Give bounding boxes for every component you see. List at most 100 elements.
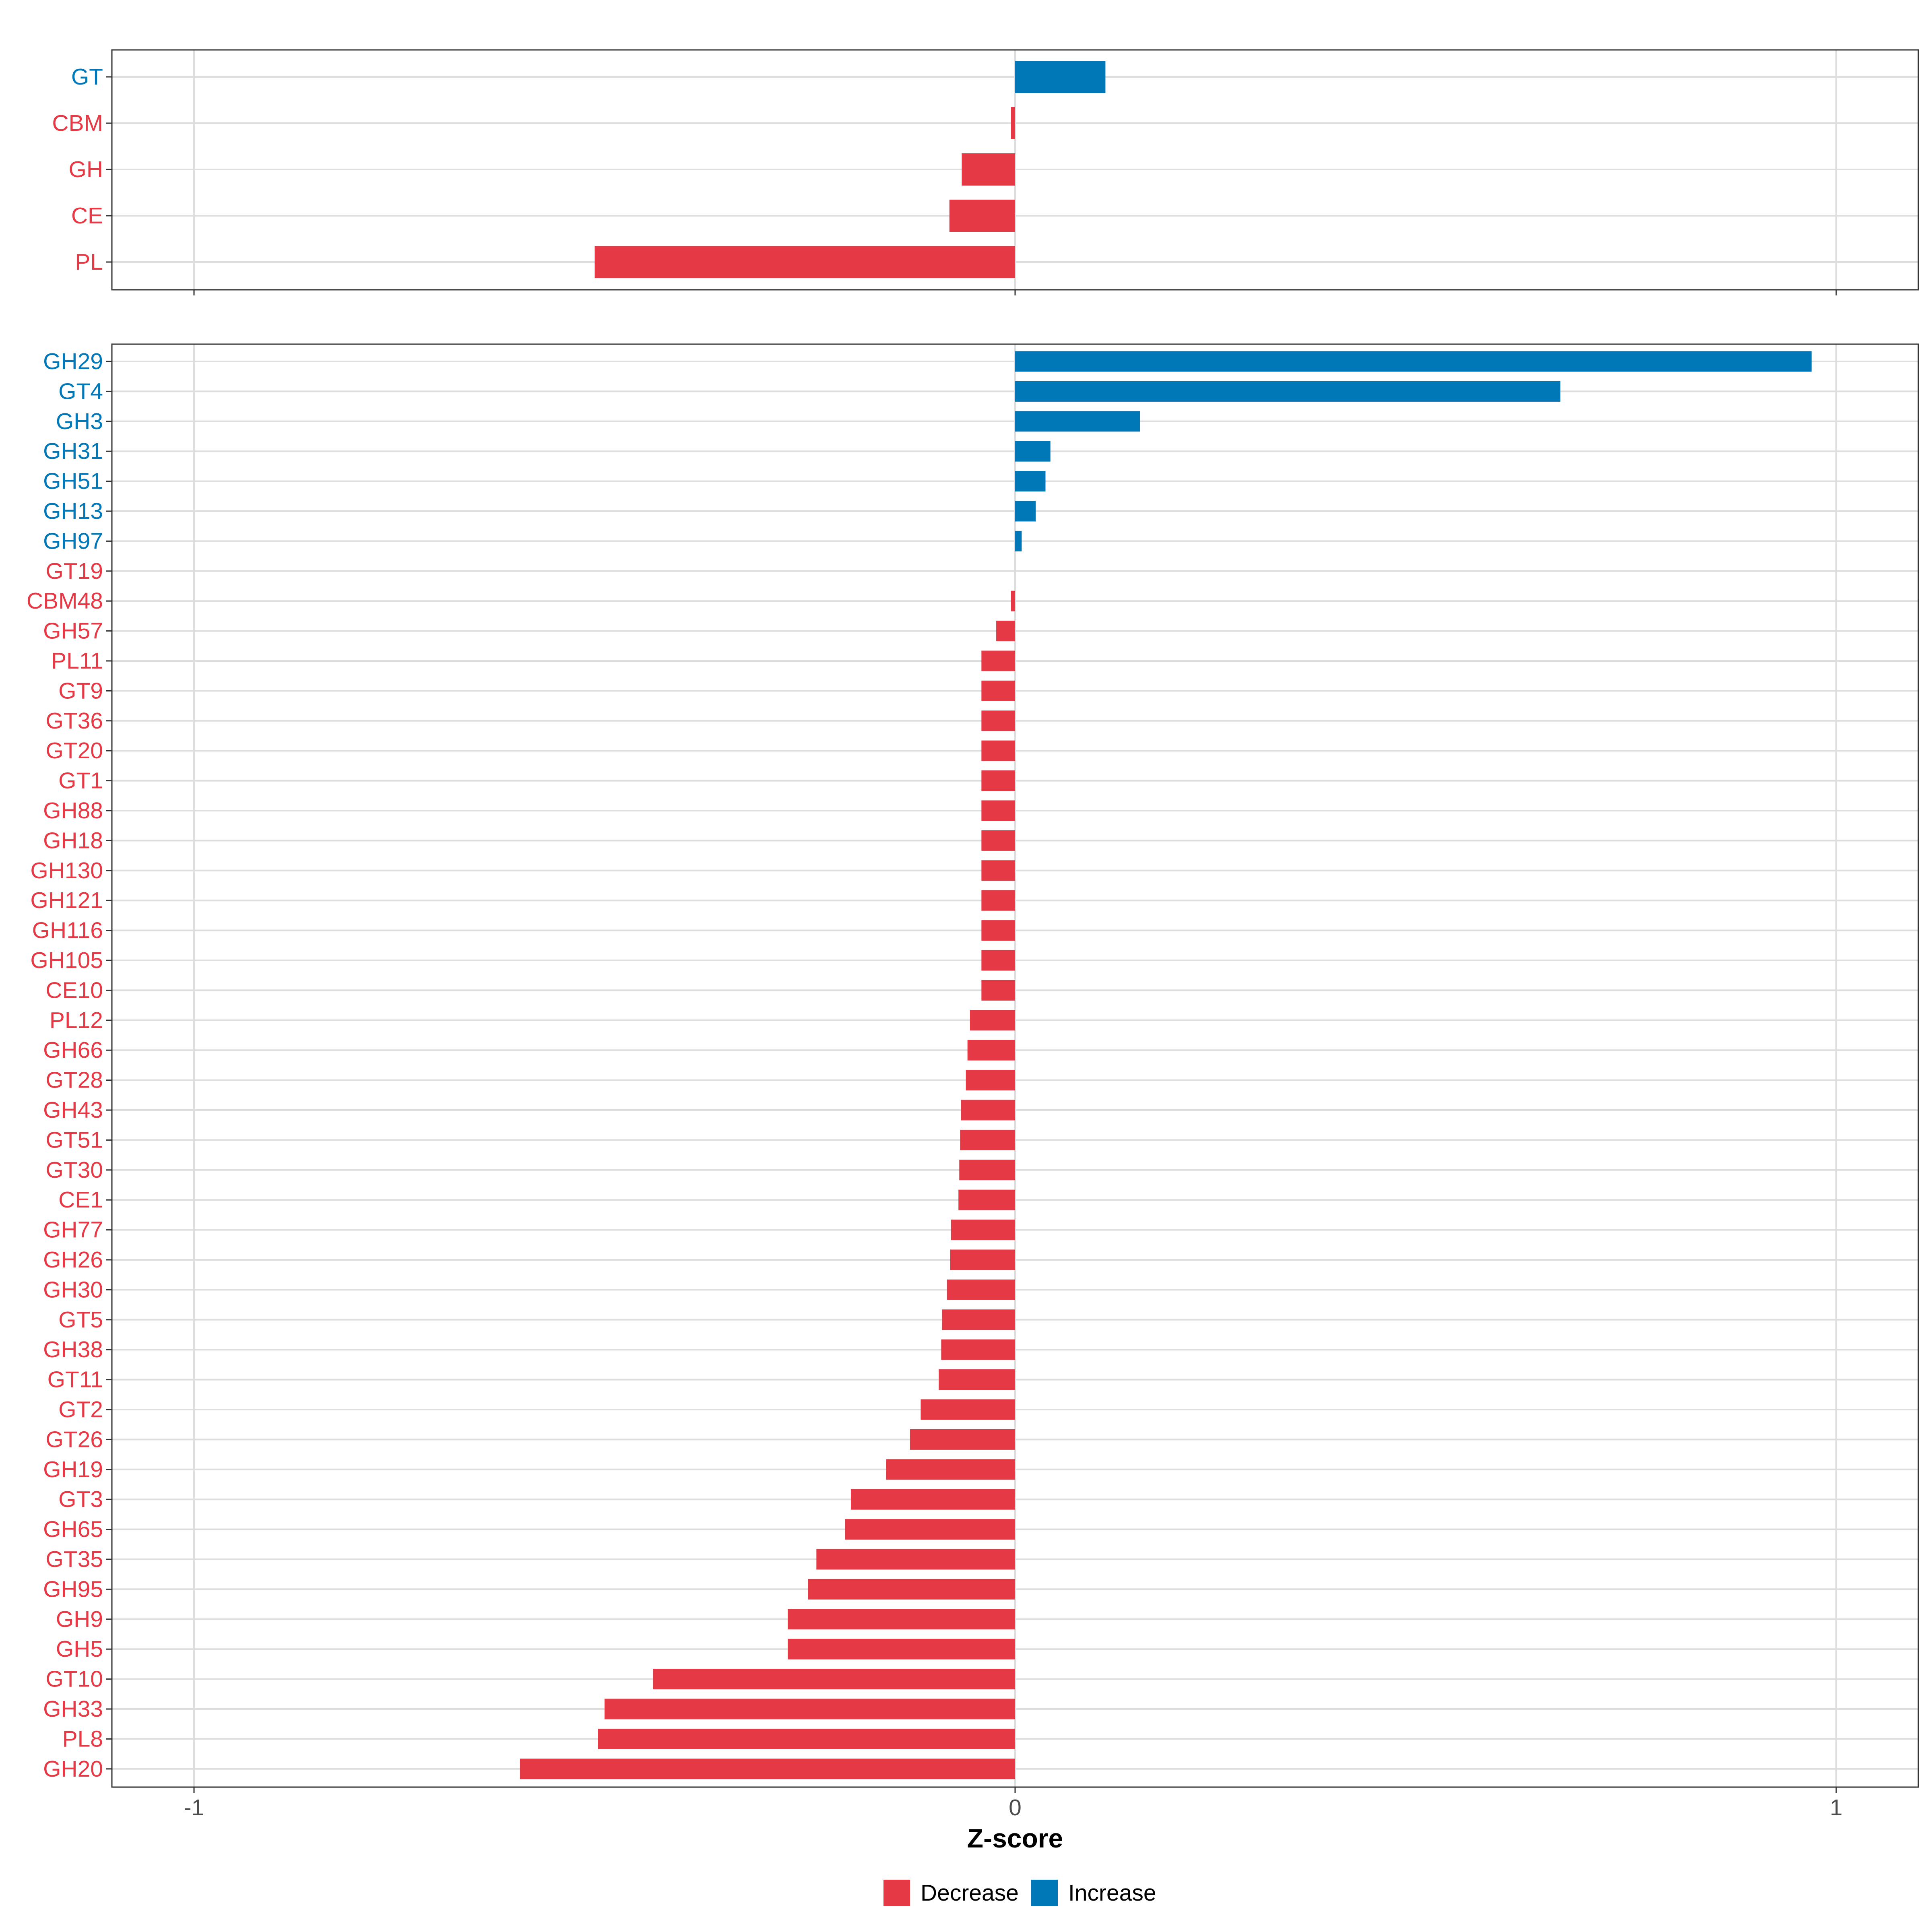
y-tick-label: GT30 — [45, 1157, 103, 1183]
y-tick-label: GH31 — [43, 438, 103, 464]
y-tick-label: GH43 — [43, 1097, 103, 1123]
bar-PL8 — [598, 1728, 1015, 1749]
y-tick-label: GT5 — [58, 1307, 103, 1333]
bar-GH77 — [951, 1220, 1015, 1241]
bar-PL — [594, 246, 1015, 278]
bar-CBM — [1011, 107, 1015, 139]
bar-GH97 — [1015, 530, 1022, 551]
y-tick-label: CBM48 — [27, 588, 103, 614]
bar-GT20 — [981, 740, 1015, 761]
bar-GH33 — [605, 1699, 1015, 1719]
bar-GH65 — [845, 1519, 1015, 1540]
bar-GH43 — [961, 1100, 1015, 1121]
bar-GT30 — [959, 1160, 1015, 1181]
y-tick-label: CE — [71, 203, 103, 229]
y-tick-label: GH20 — [43, 1756, 103, 1782]
y-tick-label: GT1 — [58, 768, 103, 794]
y-tick-label: GT35 — [45, 1546, 103, 1572]
bar-CE — [949, 200, 1015, 232]
y-tick-label: GH57 — [43, 618, 103, 644]
bar-GT11 — [939, 1369, 1015, 1390]
legend-swatch-decrease — [883, 1880, 910, 1906]
y-tick-label: GH29 — [43, 349, 103, 374]
bar-GH3 — [1015, 411, 1140, 432]
x-tick-label: 0 — [1009, 1795, 1022, 1821]
bar-GH57 — [996, 621, 1015, 642]
bar-GT — [1015, 61, 1106, 93]
bar-GH95 — [808, 1579, 1015, 1600]
bar-PL11 — [981, 650, 1015, 671]
y-tick-label: CE10 — [45, 977, 103, 1003]
y-tick-label: GT19 — [45, 558, 103, 584]
bar-GT35 — [816, 1549, 1015, 1570]
y-tick-label: GH18 — [43, 828, 103, 853]
legend-swatch-increase — [1031, 1880, 1058, 1906]
bar-GH9 — [787, 1609, 1015, 1630]
bar-GT26 — [910, 1429, 1015, 1450]
y-tick-label: GH3 — [56, 409, 103, 434]
y-tick-label: GH66 — [43, 1037, 103, 1063]
y-tick-label: CE1 — [58, 1187, 103, 1213]
bar-GT1 — [981, 770, 1015, 791]
y-tick-label: GH130 — [30, 858, 103, 883]
x-tick-label: 1 — [1830, 1795, 1843, 1821]
bar-GH88 — [981, 800, 1015, 821]
legend-label-decrease: Decrease — [921, 1880, 1019, 1906]
bar-PL12 — [970, 1010, 1015, 1031]
y-tick-label: PL11 — [51, 648, 103, 674]
bar-GH30 — [947, 1279, 1015, 1300]
y-tick-label: PL — [75, 249, 103, 275]
bar-GH38 — [941, 1339, 1015, 1360]
bar-GT36 — [981, 710, 1015, 731]
y-tick-label: GT28 — [45, 1067, 103, 1093]
y-tick-label: GH88 — [43, 798, 103, 824]
y-tick-label: GH38 — [43, 1337, 103, 1362]
bar-GH18 — [981, 830, 1015, 851]
y-tick-label: GH97 — [43, 528, 103, 554]
y-tick-label: GH116 — [32, 918, 103, 943]
y-tick-label: GH65 — [43, 1517, 103, 1542]
bar-GH66 — [967, 1040, 1015, 1061]
bar-CE1 — [958, 1189, 1015, 1210]
bar-GT28 — [966, 1070, 1015, 1091]
bar-GT2 — [921, 1399, 1015, 1420]
y-tick-label: GT11 — [47, 1367, 103, 1393]
bar-GT51 — [960, 1129, 1015, 1150]
y-tick-label: GH5 — [56, 1636, 103, 1662]
y-tick-label: GT36 — [45, 708, 103, 734]
y-tick-label: PL12 — [50, 1007, 103, 1033]
y-tick-label: GT51 — [45, 1127, 103, 1153]
y-tick-label: GH26 — [43, 1247, 103, 1273]
y-tick-label: GH — [69, 157, 103, 182]
y-tick-label: GT4 — [58, 378, 103, 404]
y-tick-label: GT — [71, 64, 103, 90]
y-tick-label: GT2 — [58, 1397, 103, 1422]
bar-GH — [962, 153, 1015, 186]
y-tick-label: GH95 — [43, 1576, 103, 1602]
bar-GT3 — [851, 1489, 1015, 1510]
y-tick-label: GH51 — [43, 469, 103, 494]
bar-GT10 — [653, 1669, 1015, 1690]
bar-GH31 — [1015, 441, 1051, 462]
y-tick-label: GH33 — [43, 1696, 103, 1722]
bar-CE10 — [981, 980, 1015, 1001]
bar-GH26 — [950, 1249, 1015, 1270]
y-tick-label: GH9 — [56, 1606, 103, 1632]
bar-GH121 — [981, 890, 1015, 911]
bar-GH29 — [1015, 351, 1812, 372]
bar-GH130 — [981, 860, 1015, 881]
bar-GH20 — [520, 1759, 1015, 1779]
y-tick-label: GH13 — [43, 498, 103, 524]
y-tick-label: CBM — [52, 110, 103, 136]
y-tick-label: GT9 — [58, 678, 103, 704]
y-tick-label: GH121 — [30, 888, 103, 913]
x-axis-title: Z-score — [967, 1823, 1063, 1853]
bar-GH116 — [981, 920, 1015, 941]
bar-GH51 — [1015, 471, 1046, 492]
y-tick-label: GT26 — [45, 1426, 103, 1452]
y-tick-label: GT10 — [45, 1666, 103, 1692]
bar-CBM48 — [1011, 590, 1015, 611]
bar-GH5 — [787, 1639, 1015, 1660]
bar-GH105 — [981, 950, 1015, 971]
